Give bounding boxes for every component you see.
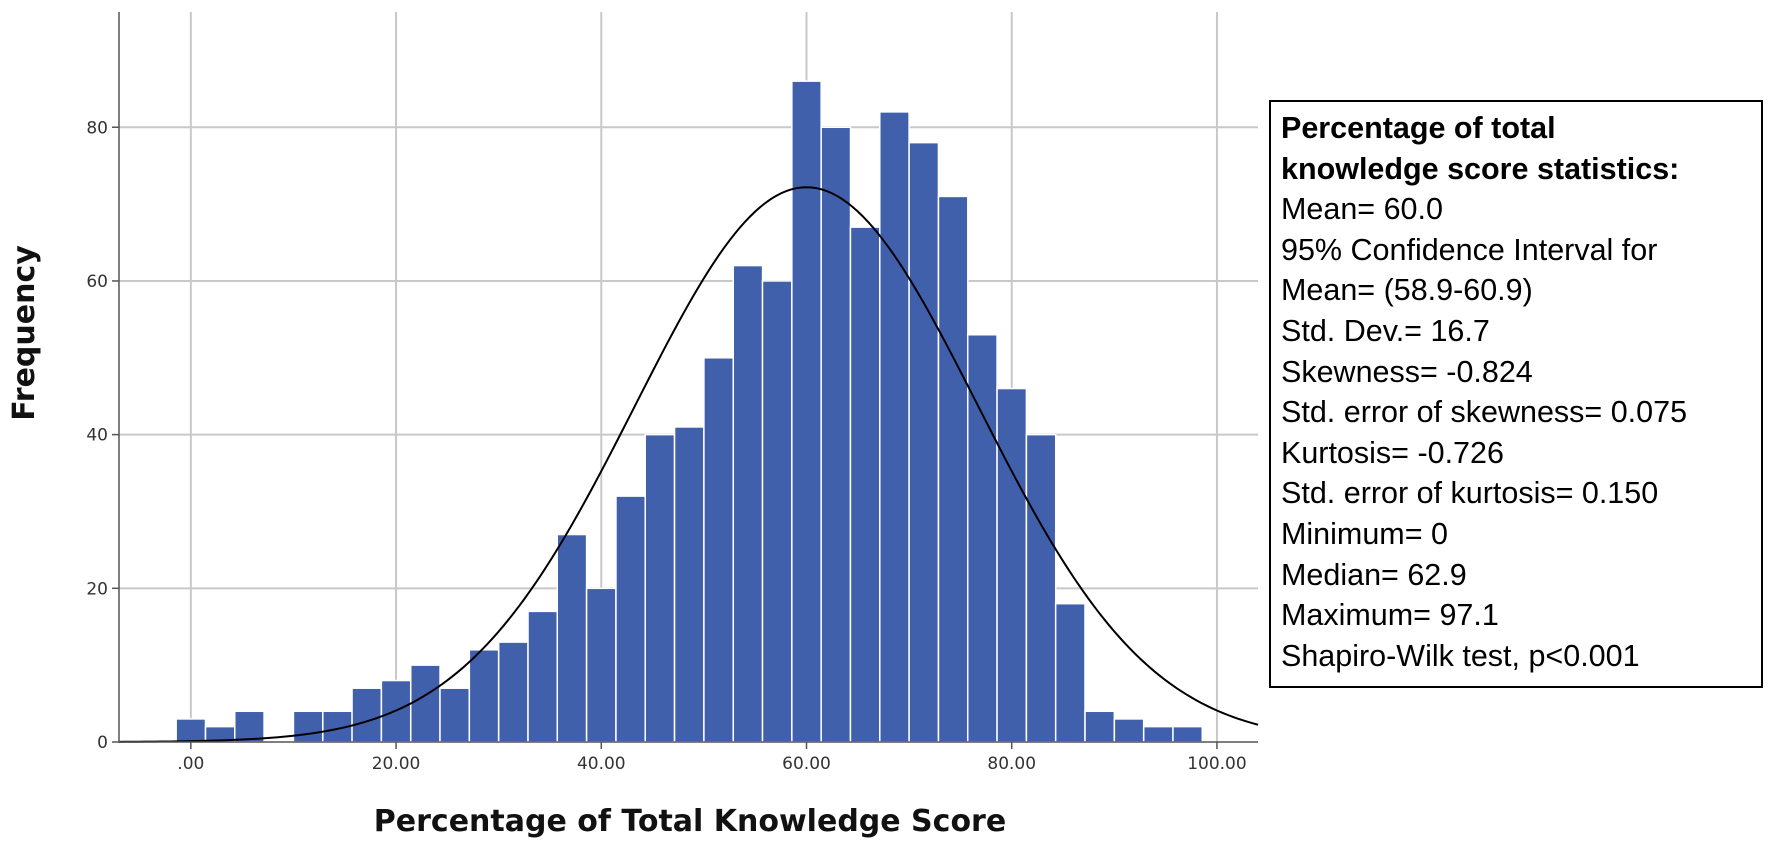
histogram-bar-27 (966, 333, 998, 743)
stats-maximum: Maximum= 97.1 (1281, 598, 1499, 633)
stats-ci-value: Mean= (58.9-60.9) (1281, 273, 1533, 308)
histogram-bar-13 (556, 533, 588, 743)
y-tick-label-4: 80 (86, 118, 108, 138)
x-tick-label-2: 40.00 (577, 754, 626, 774)
histogram-bar-25 (908, 141, 940, 743)
histogram-bars (175, 80, 1204, 743)
histogram-bar-6 (351, 687, 383, 743)
stats-median: Median= 62.9 (1281, 557, 1467, 592)
stats-ci-label: 95% Confidence Interval for (1281, 232, 1658, 267)
histogram-bar-16 (644, 433, 676, 743)
histogram-bar-28 (996, 387, 1028, 743)
y-tick-label-2: 40 (86, 426, 108, 446)
histogram-bar-14 (585, 587, 617, 743)
histogram-bar-33 (1142, 725, 1174, 743)
stats-minimum: Minimum= 0 (1281, 516, 1448, 551)
histogram-bar-11 (497, 641, 529, 743)
stats-skewness: Skewness= -0.824 (1281, 354, 1533, 389)
stats-std-dev: Std. Dev.= 16.7 (1281, 313, 1490, 348)
histogram-bar-24 (879, 111, 910, 743)
x-tick-label-3: 60.00 (782, 754, 831, 774)
stats-skewness-error: Std. error of skewness= 0.075 (1281, 395, 1688, 430)
histogram-bar-2 (234, 710, 265, 743)
histogram-bar-10 (468, 649, 500, 743)
stats-kurtosis-error: Std. error of kurtosis= 0.150 (1281, 476, 1659, 511)
histogram-bar-29 (1025, 433, 1057, 743)
histogram-bar-15 (615, 495, 647, 743)
stats-kurtosis: Kurtosis= -0.726 (1281, 435, 1504, 470)
histogram-bar-20 (761, 280, 793, 743)
normal-curve (118, 186, 1259, 743)
y-tick-label-0: 0 (97, 733, 108, 753)
histogram-bar-26 (937, 195, 969, 743)
histogram-bar-22 (820, 126, 852, 743)
histogram-bar-30 (1054, 602, 1086, 743)
y-axis-ticks: 0 20 40 60 80 (86, 118, 119, 753)
x-tick-label-1: 20.00 (372, 754, 421, 774)
histogram-bar-17 (673, 426, 705, 743)
x-tick-label-4: 80.00 (987, 754, 1036, 774)
histogram-bar-12 (527, 610, 559, 743)
statistics-box: Percentage of total knowledge score stat… (1269, 100, 1763, 688)
x-axis-ticks: .00 20.00 40.00 60.00 80.00 100.00 (177, 742, 1247, 774)
y-tick-label-3: 60 (86, 272, 108, 292)
histogram-bar-8 (409, 664, 441, 743)
histogram-bar-23 (849, 226, 881, 743)
y-axis-title: Frequency (7, 245, 42, 421)
y-tick-label-1: 20 (86, 579, 108, 599)
histogram-bar-32 (1113, 718, 1145, 743)
histogram-bar-0 (175, 718, 207, 743)
histogram-bar-34 (1172, 725, 1204, 743)
histogram-bar-18 (703, 357, 734, 743)
histogram-bar-31 (1084, 710, 1116, 743)
stats-mean: Mean= 60.0 (1281, 192, 1443, 227)
histogram-bar-4 (292, 710, 324, 743)
stats-title-line-1: Percentage of total (1281, 111, 1556, 145)
stats-shapiro-wilk: Shapiro-Wilk test, p<0.001 (1281, 638, 1640, 673)
x-tick-label-5: 100.00 (1187, 754, 1246, 774)
x-tick-label-0: .00 (177, 754, 204, 774)
x-axis-title: Percentage of Total Knowledge Score (374, 804, 1006, 839)
histogram-bar-9 (439, 687, 471, 743)
histogram-bar-19 (732, 264, 764, 743)
stats-title-line-2: knowledge score statistics: (1281, 151, 1680, 186)
histogram-bar-21 (791, 80, 822, 743)
